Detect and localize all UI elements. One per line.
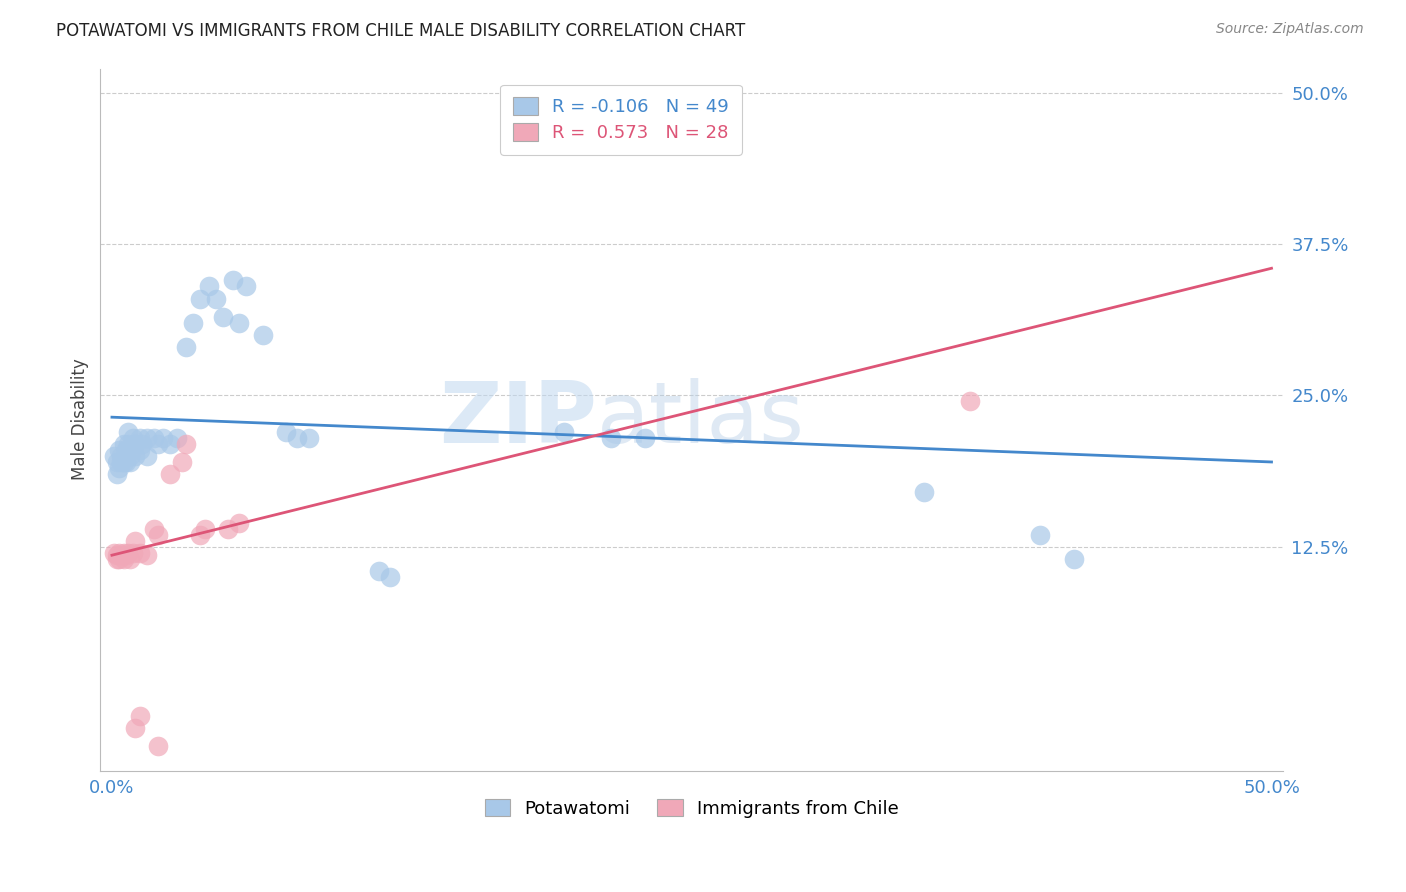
Point [117, 546, 139, 560]
Point [108, 546, 131, 560]
Point [117, 425, 139, 439]
Point [228, 516, 250, 530]
Point [221, 273, 243, 287]
Point [166, 431, 188, 445]
Point [912, 485, 935, 500]
Point [152, 431, 174, 445]
Point [124, 533, 146, 548]
Point [1028, 527, 1050, 541]
Text: POTAWATOMI VS IMMIGRANTS FROM CHILE MALE DISABILITY CORRELATION CHART: POTAWATOMI VS IMMIGRANTS FROM CHILE MALE… [56, 22, 745, 40]
Point [121, 546, 143, 560]
Point [115, 442, 138, 457]
Point [148, 437, 170, 451]
Point [148, 739, 170, 754]
Point [959, 394, 981, 409]
Point [115, 548, 138, 562]
Point [120, 449, 142, 463]
Point [228, 316, 250, 330]
Point [148, 527, 170, 541]
Point [287, 431, 309, 445]
Point [124, 437, 146, 451]
Point [188, 527, 211, 541]
Point [217, 522, 239, 536]
Point [135, 449, 157, 463]
Point [298, 431, 321, 445]
Point [128, 709, 150, 723]
Y-axis label: Male Disability: Male Disability [72, 359, 89, 481]
Point [121, 431, 143, 445]
Point [128, 442, 150, 457]
Point [198, 279, 221, 293]
Point [235, 279, 257, 293]
Text: atlas: atlas [598, 378, 806, 461]
Point [634, 431, 657, 445]
Point [112, 455, 135, 469]
Point [103, 546, 125, 560]
Point [135, 548, 157, 562]
Point [170, 455, 193, 469]
Point [110, 455, 132, 469]
Point [117, 437, 139, 451]
Point [103, 449, 125, 463]
Point [120, 551, 142, 566]
Point [128, 431, 150, 445]
Point [105, 548, 128, 562]
Point [124, 722, 146, 736]
Point [553, 425, 575, 439]
Point [194, 522, 217, 536]
Text: ZIP: ZIP [439, 378, 598, 461]
Point [159, 437, 181, 451]
Point [174, 437, 197, 451]
Point [115, 455, 138, 469]
Point [124, 449, 146, 463]
Point [112, 437, 135, 451]
Point [110, 449, 132, 463]
Point [108, 442, 131, 457]
Point [142, 431, 165, 445]
Point [1063, 551, 1085, 566]
Point [252, 327, 274, 342]
Point [108, 461, 131, 475]
Point [599, 431, 621, 445]
Point [367, 564, 389, 578]
Text: Source: ZipAtlas.com: Source: ZipAtlas.com [1216, 22, 1364, 37]
Point [212, 310, 235, 324]
Point [159, 467, 181, 481]
Point [128, 546, 150, 560]
Point [131, 437, 153, 451]
Point [105, 455, 128, 469]
Point [110, 548, 132, 562]
Point [142, 522, 165, 536]
Point [188, 292, 211, 306]
Point [120, 455, 142, 469]
Point [105, 551, 128, 566]
Point [105, 467, 128, 481]
Point [135, 431, 157, 445]
Point [174, 340, 197, 354]
Point [108, 551, 131, 566]
Point [112, 546, 135, 560]
Point [112, 551, 135, 566]
Legend: Potawatomi, Immigrants from Chile: Potawatomi, Immigrants from Chile [478, 791, 905, 825]
Point [274, 425, 297, 439]
Point [205, 292, 228, 306]
Point [380, 570, 402, 584]
Point [181, 316, 204, 330]
